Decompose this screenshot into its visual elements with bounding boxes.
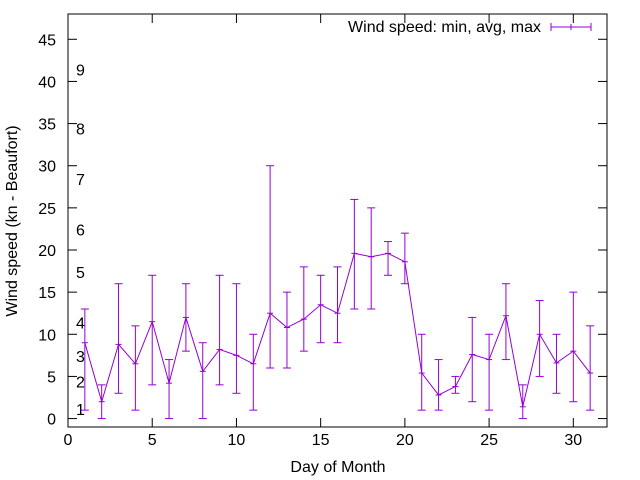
x-tick-label: 10 (228, 432, 246, 449)
x-tick-label: 30 (564, 432, 582, 449)
y-tick-label: 0 (47, 412, 56, 429)
beaufort-label: 9 (76, 62, 85, 79)
y-tick-label: 25 (38, 201, 56, 218)
x-tick-label: 25 (480, 432, 498, 449)
x-tick-label: 15 (312, 432, 330, 449)
x-tick-label: 20 (396, 432, 414, 449)
y-tick-label: 15 (38, 285, 56, 302)
beaufort-label: 1 (76, 402, 85, 419)
beaufort-label: 4 (76, 315, 85, 332)
series-layer (80, 165, 595, 420)
x-tick-label: 0 (64, 432, 73, 449)
plot-frame (67, 13, 608, 428)
y-tick-labels: 0 5 10 15 20 25 30 35 40 45 (38, 32, 56, 428)
y-tick-label: 35 (38, 117, 56, 134)
legend-label: Wind speed: min, avg, max (348, 19, 541, 36)
y-tick-label: 20 (38, 243, 56, 260)
beaufort-label: 2 (76, 374, 85, 391)
y-tick-label: 40 (38, 74, 56, 91)
axis-ticks (67, 14, 607, 427)
x-axis-label: Day of Month (290, 459, 385, 476)
beaufort-label: 7 (76, 172, 85, 189)
y-tick-label: 5 (47, 369, 56, 386)
x-tick-label: 5 (148, 432, 157, 449)
beaufort-labels: 1 2 3 4 5 6 7 8 9 (76, 62, 85, 419)
x-tick-labels: 0 5 10 15 20 25 30 (64, 432, 583, 449)
y-tick-label: 45 (38, 32, 56, 49)
legend-sample (550, 23, 592, 31)
beaufort-label: 6 (76, 223, 85, 240)
y-tick-label: 10 (38, 327, 56, 344)
y-tick-label: 30 (38, 159, 56, 176)
y-axis-label: Wind speed (kn - Beaufort) (4, 125, 21, 316)
legend: Wind speed: min, avg, max (348, 19, 592, 36)
beaufort-label: 3 (76, 349, 85, 366)
beaufort-label: 8 (76, 121, 85, 138)
beaufort-label: 5 (76, 265, 85, 282)
